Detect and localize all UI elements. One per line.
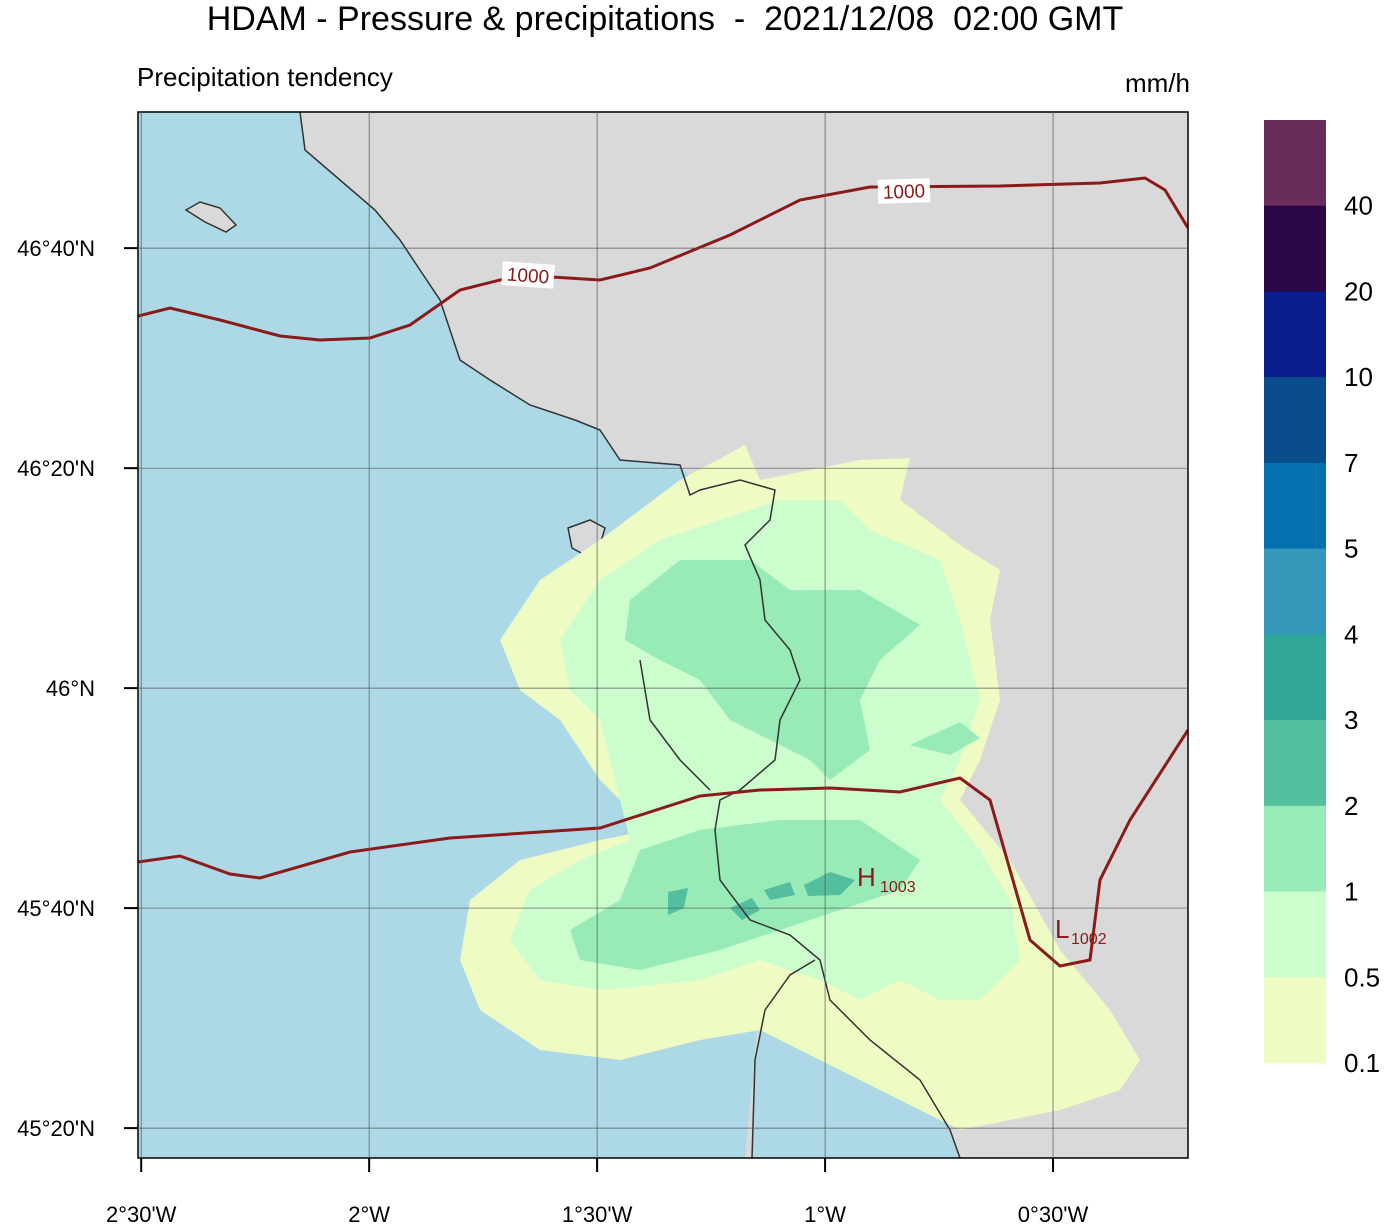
y-tick-label: 46°40'N [17, 236, 95, 261]
colorbar-label: 40 [1344, 191, 1373, 221]
precip-1 [570, 560, 980, 970]
x-tick-label: 2°W [348, 1202, 390, 1225]
colorbar-label: 0.1 [1344, 1048, 1380, 1078]
map-area [138, 112, 1188, 1158]
colorbar-box [1264, 291, 1326, 378]
isobar-label: 1000 [883, 181, 926, 203]
pressure-center-value: 1003 [880, 879, 916, 896]
pressure-center-letter: H [857, 862, 876, 892]
isobar-label-box [501, 261, 555, 289]
colorbar-label: 0.5 [1344, 962, 1380, 992]
isobar [138, 729, 1188, 968]
y-tick-label: 45°40'N [17, 896, 95, 921]
coastline [299, 112, 961, 1158]
colorbar-label: 2 [1344, 791, 1358, 821]
colorbar-box [1264, 891, 1326, 978]
isobar-label-box [877, 178, 931, 204]
colorbar-box [1264, 120, 1326, 207]
isobar [138, 176, 1188, 342]
colorbar-box [1264, 548, 1326, 635]
units: mm/h [1125, 68, 1190, 98]
y-tick-label: 46°N [46, 676, 95, 701]
x-tick-label: 1°W [804, 1202, 846, 1225]
colorbar-box [1264, 634, 1326, 721]
colorbar-label: 5 [1344, 534, 1358, 564]
x-tick-label: 0°30'W [1018, 1202, 1089, 1225]
colorbar-box [1264, 977, 1326, 1064]
x-tick-label: 1°30'W [562, 1202, 633, 1225]
title: HDAM - Pressure & precipitations - 2021/… [207, 0, 1124, 38]
colorbar-box [1264, 805, 1326, 893]
colorbar-label: 1 [1344, 877, 1358, 907]
y-tick-label: 46°20'N [17, 456, 95, 481]
isobar-label: 1000 [506, 265, 550, 289]
colorbar-box [1264, 377, 1326, 464]
y-tick-label: 45°20'N [17, 1116, 95, 1141]
colorbar-label: 3 [1344, 705, 1358, 735]
map-frame [137, 111, 1189, 1159]
colorbar-box [1264, 205, 1326, 292]
colorbar-label: 7 [1344, 448, 1358, 478]
pressure-center-letter: L [1055, 914, 1069, 944]
x-tick-label: 2°30'W [106, 1202, 177, 1225]
precip-2 [668, 872, 855, 920]
colorbar-label: 4 [1344, 619, 1358, 649]
colorbar-box [1264, 720, 1326, 807]
subtitle: Precipitation tendency [137, 62, 393, 92]
pressure-center-value: 1002 [1071, 931, 1107, 948]
island [184, 201, 238, 233]
colorbar-label: 10 [1344, 362, 1373, 392]
colorbar-box [1264, 462, 1326, 550]
colorbar-label: 20 [1344, 276, 1373, 306]
